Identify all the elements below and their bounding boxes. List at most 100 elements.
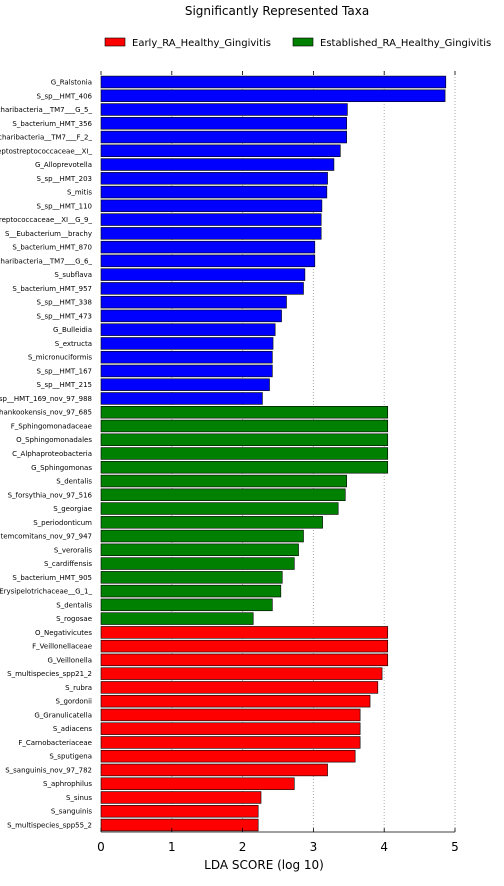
bar (100, 667, 383, 680)
bar (100, 529, 304, 543)
category-label: S_gordonii (56, 698, 93, 706)
bar (100, 130, 347, 144)
category-label: G_Granulicatella (34, 711, 92, 719)
x-tick-label: 2 (239, 840, 247, 854)
bar (100, 213, 322, 226)
category-label: S_rogosae (56, 615, 92, 623)
bar (100, 75, 447, 89)
bar (100, 172, 328, 185)
bar (100, 708, 361, 722)
bar (100, 309, 282, 323)
bar (100, 777, 295, 790)
bar (100, 158, 335, 171)
category-label: S_bacterium_HMT_905 (12, 574, 92, 582)
category-label: S_aphrophilus (43, 780, 92, 788)
category-label: S_sp__HMT_406 (37, 92, 93, 100)
bar (100, 199, 323, 213)
bar (100, 364, 273, 378)
category-label: S_bacterium_HMT_957 (12, 285, 92, 293)
category-label: O_Sphingomonadales (16, 436, 92, 444)
bar (100, 571, 283, 584)
category-label: S_sanguinis (51, 808, 93, 816)
category-label: S_sputigena (49, 753, 92, 761)
bar (100, 461, 389, 474)
bar (100, 749, 356, 763)
bar (100, 350, 273, 364)
category-label: S_sp__HMT_110 (37, 202, 92, 210)
category-label: C_Alphaproteobacteria (12, 450, 92, 458)
category-label: reptococcaceae__XI__G_9_ (0, 216, 92, 224)
category-label: G_Alloprevotella (35, 161, 92, 169)
x-axis-label: LDA SCORE (log 10) (204, 858, 324, 872)
bar (100, 117, 347, 130)
bar (100, 474, 347, 488)
category-label: F_Carnobacteriaceae (18, 739, 92, 747)
category-label: Erysipelotrichaceae__G_1_ (0, 588, 92, 596)
category-label: hankookensis_nov_97_685 (0, 409, 92, 417)
bar (100, 488, 346, 501)
category-label: S_bacterium_HMT_356 (12, 120, 92, 128)
bar (100, 722, 361, 735)
category-label: S_sp__HMT_203 (37, 175, 92, 183)
bar (100, 818, 259, 832)
bar (100, 639, 389, 653)
category-label: G_Sphingomonas (31, 464, 92, 472)
bar (100, 447, 389, 460)
category-label: S__Eubacterium__brachy (5, 230, 92, 238)
category-label: G_Ralstonia (51, 79, 92, 87)
category-label: S_micronuciformis (28, 354, 92, 362)
category-label: charibacteria__TM7___G_5_ (0, 106, 92, 114)
bar (100, 337, 274, 350)
legend-swatch-established (292, 37, 314, 47)
bar (100, 323, 276, 336)
category-label: S_georgiae (53, 505, 92, 513)
bar (100, 516, 323, 529)
category-label: F_Veillonellaceae (32, 643, 92, 651)
bar (100, 378, 270, 391)
bar (100, 791, 262, 804)
category-label: S_sp__HMT_473 (37, 312, 92, 320)
bar (100, 282, 304, 295)
category-label: S_multispecies_spp21_2 (7, 670, 92, 678)
category-label: F_Sphingomonadaceae (11, 422, 92, 430)
category-label: S_cardiffensis (44, 560, 92, 568)
legend: Early_RA_Healthy_Gingivitis Established_… (104, 37, 491, 49)
bar (100, 144, 341, 158)
bar (100, 406, 389, 419)
category-label: S_sanguinis_nov_97_782 (5, 766, 92, 774)
x-axis: 0 1 2 3 4 5 (97, 71, 459, 854)
bar (100, 240, 316, 254)
bar (100, 254, 316, 268)
category-labels: G_Ralstonia S_sp__HMT_406 charibacteria__T… (0, 79, 93, 830)
category-label: S_forsythia_nov_97_516 (8, 491, 93, 499)
bar (100, 681, 379, 694)
bar (100, 626, 389, 639)
bar (100, 89, 446, 102)
bar (100, 557, 295, 570)
category-label: S_subflava (54, 271, 92, 279)
bar (100, 543, 299, 557)
category-label: S_sp__HMT_215 (37, 381, 92, 389)
bar (100, 736, 361, 749)
bar (100, 763, 328, 777)
category-label: S_sp__HMT_338 (37, 299, 92, 307)
x-tick-label: 1 (168, 840, 176, 854)
category-label: S_periodonticum (33, 519, 92, 527)
category-label: G_Veillonella (47, 656, 92, 664)
category-label: S_veroralis (54, 546, 92, 554)
category-label: charibacteria__TM7___F_2_ (0, 134, 92, 142)
bar (100, 392, 263, 405)
bar (100, 612, 254, 625)
category-label: S_dentalis (56, 601, 92, 609)
category-label: S_mitis (67, 189, 92, 197)
bar (100, 295, 287, 309)
category-label: S_rubra (65, 684, 92, 692)
bar (100, 419, 389, 433)
bar (100, 227, 322, 240)
bar (100, 268, 306, 281)
category-label: S_sp__HMT_167 (37, 367, 92, 375)
category-label: charibacteria__TM7___G_6_ (0, 257, 92, 265)
category-label: S_adiacens (53, 725, 93, 733)
